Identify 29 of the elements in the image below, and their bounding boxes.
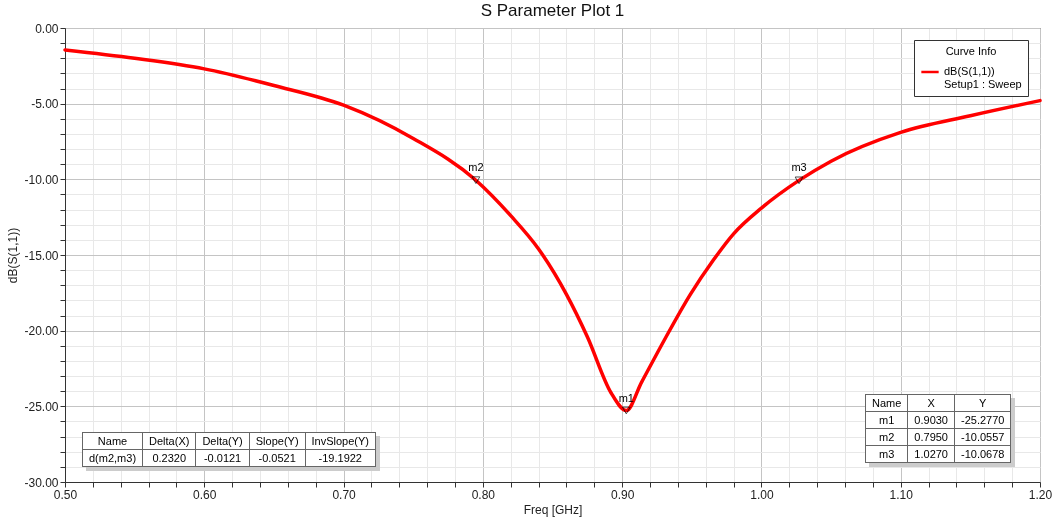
y-axis-title: dB(S(1,1)): [6, 227, 21, 284]
legend-label: dB(S(1,1)) Setup1 : Sweep: [944, 65, 1022, 90]
x-tick-label: 1.00: [750, 487, 774, 502]
x-tick-label: 1.10: [889, 487, 914, 502]
x-tick-label: 0.80: [471, 487, 496, 502]
x-tick-label: 0.50: [53, 487, 78, 502]
legend-title: Curve Info: [945, 45, 997, 57]
text: d(m2,m3) 0.2320 -0.0121 -0.0521 -19.1922: [89, 452, 362, 464]
annotation: m2: [468, 161, 484, 174]
text: m3 1.0270 -10.0678: [879, 448, 1005, 460]
annotation: m3: [791, 161, 807, 174]
x-axis-title: Freq [GHz]: [523, 502, 583, 517]
y-tick-label: -20.00: [24, 324, 59, 339]
y-tick-label: -25.00: [24, 399, 59, 414]
text: m2 0.7950 -10.0557: [879, 431, 1005, 443]
x-tick-label: 0.90: [610, 487, 635, 502]
annotation: m1: [618, 391, 634, 404]
y-tick-label: -5.00: [31, 97, 59, 112]
text: Name X Y: [872, 397, 987, 409]
y-tick-label: -30.00: [24, 475, 59, 490]
chart-title: S Parameter Plot 1: [480, 1, 625, 20]
text: m1 0.9030 -25.2770: [879, 414, 1005, 426]
y-tick-label: -15.00: [24, 248, 59, 263]
y-tick-label: 0.00: [35, 21, 59, 36]
y-tick-label: -10.00: [24, 172, 59, 187]
x-tick-label: 0.70: [332, 487, 357, 502]
x-tick-label: 0.60: [193, 487, 217, 502]
x-tick-label: 1.20: [1028, 487, 1052, 502]
text: Name Delta(X) Delta(Y) Slope(Y) InvSlope(Y): [97, 435, 370, 447]
